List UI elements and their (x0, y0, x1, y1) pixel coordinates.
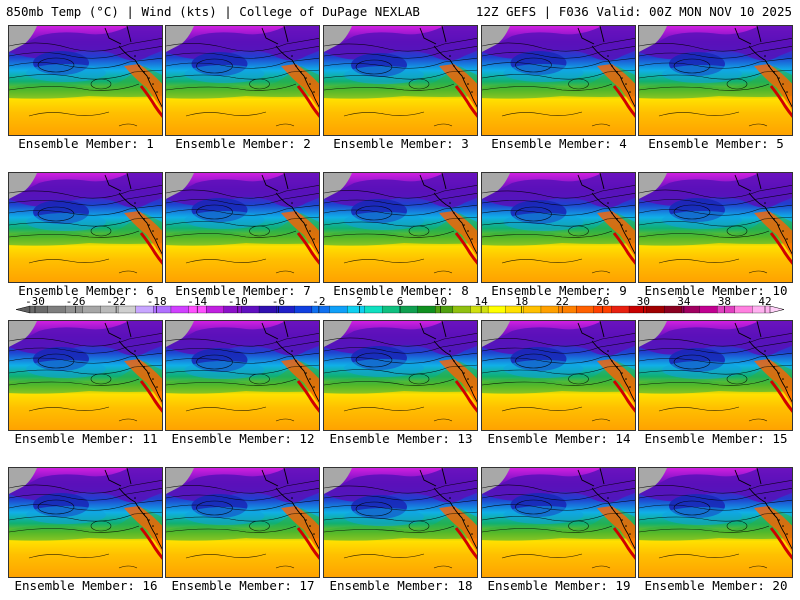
colorbar-tick-label: 14 (474, 297, 488, 308)
ensemble-member-map (165, 172, 320, 283)
product-title: 850mb Temp (°C) | Wind (kts) | College o… (6, 4, 420, 19)
ensemble-member-map (481, 172, 636, 283)
colorbar-swatch (611, 305, 630, 314)
colorbar-tick-label: 30 (637, 297, 650, 308)
ensemble-member-label: Ensemble Member: 13 (329, 431, 473, 446)
ensemble-member-label: Ensemble Member: 16 (14, 578, 158, 593)
colorbar-tick-label: 42 (758, 297, 771, 308)
ensemble-member-label: Ensemble Member: 6 (18, 283, 154, 298)
colorbar-tick-label: -18 (147, 297, 167, 308)
colorbar-tick-label: -26 (66, 297, 86, 308)
colorbar-swatch (699, 305, 718, 314)
temperature-colorbar: -30 -26 -22 -18 -14 -10 -6 -2 2 6 10 14 18 22 26 30 34 38… (15, 297, 785, 314)
colorbar-swatch (734, 305, 753, 314)
ensemble-member-label: Ensemble Member: 4 (491, 136, 627, 151)
colorbar-tick-label: -6 (272, 297, 285, 308)
colorbar-tick-label: 10 (434, 297, 447, 308)
colorbar-right-arrow (769, 305, 785, 314)
ensemble-member-map (638, 25, 793, 136)
ensemble-member-label: Ensemble Member: 2 (175, 136, 311, 151)
ensemble-member-map (481, 320, 636, 431)
colorbar-swatch (329, 305, 348, 314)
run-valid-time: 12Z GEFS | F036 Valid: 00Z MON NOV 10 20… (475, 4, 792, 19)
ensemble-member-label: Ensemble Member: 10 (644, 283, 788, 298)
colorbar-swatch (487, 305, 507, 314)
colorbar-swatch (452, 305, 471, 314)
colorbar-tick-label: 34 (677, 297, 691, 308)
ensemble-member-label: Ensemble Member: 9 (491, 283, 627, 298)
ensemble-member-label: Ensemble Member: 3 (333, 136, 469, 151)
colorbar-tick-label: 18 (515, 297, 528, 308)
ensemble-member-label: Ensemble Member: 7 (175, 283, 311, 298)
ensemble-member-map (8, 25, 163, 136)
ensemble-member-label: Ensemble Member: 8 (333, 283, 469, 298)
ensemble-member-map (8, 172, 163, 283)
colorbar-swatch (576, 305, 595, 314)
ensemble-member-map (8, 320, 163, 431)
ensemble-member-label: Ensemble Member: 11 (14, 431, 158, 446)
ensemble-member-label: Ensemble Member: 19 (487, 578, 631, 593)
ensemble-member-map (323, 172, 478, 283)
ensemble-member-label: Ensemble Member: 5 (648, 136, 784, 151)
ensemble-member-map (323, 25, 478, 136)
ensemble-member-label: Ensemble Member: 18 (329, 578, 473, 593)
ensemble-member-label: Ensemble Member: 12 (171, 431, 315, 446)
ensemble-member-map (481, 25, 636, 136)
colorbar-swatch (170, 305, 190, 314)
colorbar-tick-label: -14 (187, 297, 207, 308)
ensemble-member-label: Ensemble Member: 14 (487, 431, 631, 446)
ensemble-member-map (8, 467, 163, 578)
colorbar-tick-label: 2 (356, 297, 363, 308)
colorbar-tick-label: 22 (556, 297, 569, 308)
ensemble-member-label: Ensemble Member: 20 (644, 578, 788, 593)
colorbar-tick-label: -30 (25, 297, 45, 308)
colorbar-swatch (417, 305, 436, 314)
ensemble-member-map (165, 25, 320, 136)
colorbar-swatch (294, 305, 313, 314)
colorbar-tick-label: -22 (106, 297, 126, 308)
colorbar-swatch (206, 305, 225, 314)
ensemble-member-map (323, 320, 478, 431)
colorbar-tick-label: 26 (596, 297, 609, 308)
ensemble-member-map (165, 467, 320, 578)
ensemble-member-label: Ensemble Member: 17 (171, 578, 315, 593)
colorbar-swatch (47, 305, 66, 314)
ensemble-member-map (481, 467, 636, 578)
ensemble-member-label: Ensemble Member: 1 (18, 136, 154, 151)
ensemble-member-map (638, 320, 793, 431)
ensemble-member-map (165, 320, 320, 431)
colorbar-tick-label: 6 (397, 297, 404, 308)
colorbar-tick-label: -2 (312, 297, 325, 308)
colorbar-tick-label: -10 (228, 297, 248, 308)
ensemble-member-map (638, 467, 793, 578)
colorbar-swatch (82, 305, 101, 314)
colorbar-tick-label: 38 (718, 297, 731, 308)
ensemble-member-map (638, 172, 793, 283)
ensemble-member-label: Ensemble Member: 15 (644, 431, 788, 446)
ensemble-member-map (323, 467, 478, 578)
colorbar-swatch (364, 305, 383, 314)
